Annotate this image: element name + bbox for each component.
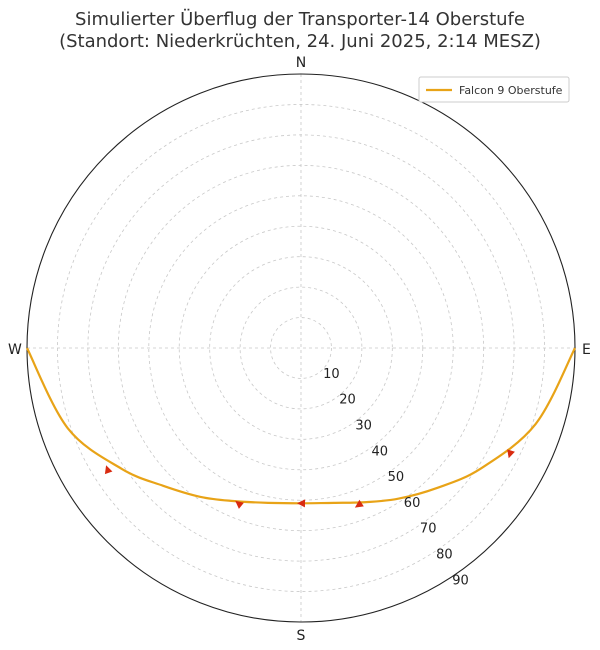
track-line (26, 347, 576, 505)
legend-box (418, 76, 570, 103)
radial-tick-label: 30 (355, 418, 372, 433)
legend: Falcon 9 Oberstufe (418, 76, 570, 103)
grid-ring (239, 286, 363, 410)
chart-title-line-2: (Standort: Niederkrüchten, 24. Juni 2025… (59, 31, 541, 52)
grid-ring (209, 256, 393, 440)
direction-label-north: N (296, 55, 306, 71)
direction-arrow (507, 449, 515, 459)
direction-label-east: E (582, 342, 591, 358)
grid-ring (270, 317, 332, 379)
grid (26, 73, 576, 623)
radial-tick-label: 40 (372, 444, 389, 459)
outer-frame (26, 73, 576, 623)
track (26, 347, 576, 509)
radial-tick-label: 60 (404, 496, 421, 511)
direction-arrow (104, 465, 113, 475)
radial-tick-label: 90 (452, 573, 469, 588)
direction-arrow (297, 499, 306, 508)
direction-arrow (235, 500, 244, 509)
direction-label-west: W (8, 342, 22, 358)
direction-label-south: S (297, 628, 306, 644)
legend-label: Falcon 9 Oberstufe (459, 84, 563, 97)
grid-ring (178, 225, 424, 471)
radial-tick-label: 80 (436, 548, 453, 563)
direction-arrow (354, 499, 364, 508)
radial-tick-label: 70 (420, 522, 437, 537)
radial-tick-label: 10 (323, 367, 340, 382)
radial-tick-label: 50 (388, 470, 405, 485)
chart-title-line-1: Simulierter Überflug der Transporter-14 … (75, 9, 525, 30)
radial-tick-label: 20 (339, 393, 356, 408)
grid-ring (87, 134, 515, 562)
